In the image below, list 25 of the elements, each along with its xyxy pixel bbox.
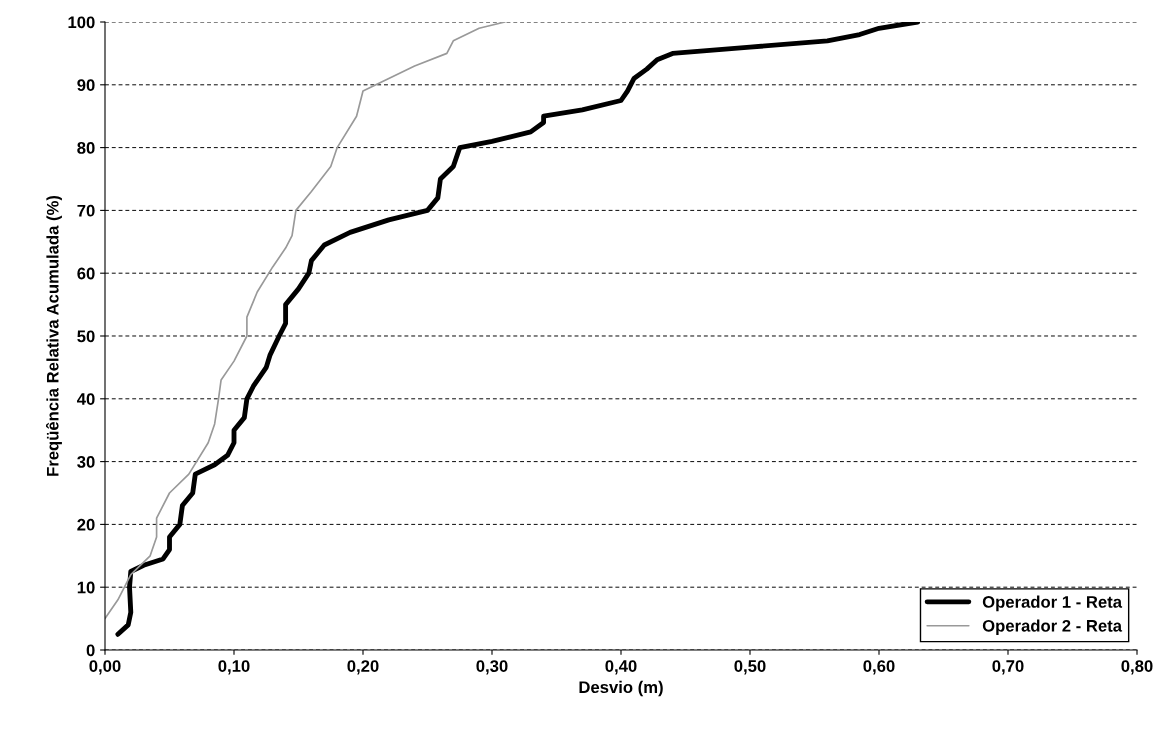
line-series: [105, 22, 506, 620]
x-tick-label: 0,50: [734, 660, 766, 675]
y-tick-label: 100: [68, 16, 95, 29]
x-tick-label: 0,80: [1121, 660, 1153, 675]
y-tick-label: 20: [77, 518, 95, 531]
legend-label: Operador 2 - Reta: [982, 619, 1123, 635]
x-tick-label: 0,20: [347, 660, 379, 675]
y-tick-label: 50: [77, 330, 95, 343]
y-tick-label: 90: [77, 79, 95, 91]
y-tick-label: 0: [86, 644, 95, 657]
legend-label: Operador 1 - Reta: [982, 595, 1123, 612]
y-tick-label: 80: [77, 142, 95, 154]
y-tick-label: 10: [77, 581, 95, 594]
y-tick-label: 60: [77, 267, 95, 280]
x-tick-label: 0,70: [992, 660, 1024, 675]
x-tick-label: 0,10: [218, 660, 250, 675]
x-tick-label: 0,40: [605, 660, 637, 675]
y-axis-title: Freqüência Relativa Acumulada (%): [46, 195, 62, 476]
x-tick-label: 0,00: [89, 660, 121, 675]
x-axis-title: Desvio (m): [579, 680, 663, 697]
y-tick-label: 30: [77, 456, 95, 468]
y-tick-label: 40: [76, 393, 95, 405]
x-tick-label: 0,60: [863, 660, 895, 675]
y-tick-label: 70: [77, 204, 95, 217]
x-tick-label: 0,30: [476, 660, 508, 675]
